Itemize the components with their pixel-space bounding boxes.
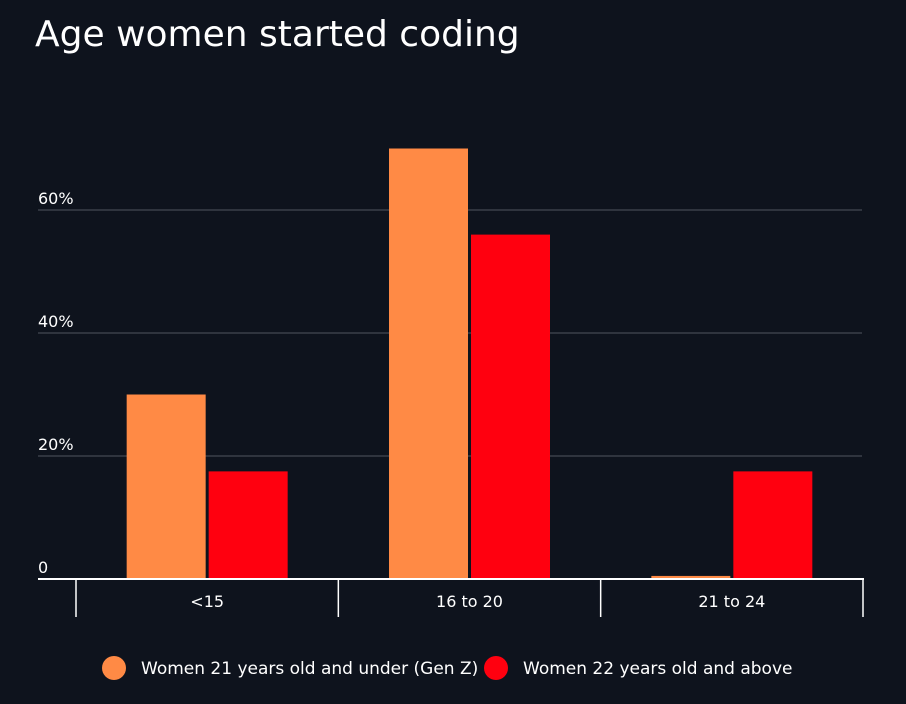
bar <box>208 471 288 579</box>
y-tick-label: 0 <box>38 558 48 577</box>
y-tick-label: 20% <box>38 435 74 454</box>
legend: Women 21 years old and under (Gen Z) Wome… <box>102 656 792 680</box>
x-tick-label: 16 to 20 <box>436 592 503 611</box>
x-axis: <15 16 to 20 21 to 24 <box>38 578 864 617</box>
x-tick-label: 21 to 24 <box>698 592 765 611</box>
legend-swatch <box>102 656 126 680</box>
y-axis-ticks: 0 20% 40% 60% <box>38 189 74 577</box>
chart-title: Age women started coding <box>35 14 520 55</box>
x-tick-label: <15 <box>190 592 224 611</box>
bar <box>126 394 206 579</box>
bars <box>126 148 813 579</box>
bar <box>651 575 731 579</box>
bar <box>471 234 550 579</box>
legend-swatch <box>484 656 508 680</box>
bar <box>733 471 813 579</box>
legend-label: Women 21 years old and under (Gen Z) <box>141 659 478 679</box>
bar <box>389 148 468 579</box>
legend-label: Women 22 years old and above <box>523 659 792 679</box>
y-tick-label: 40% <box>38 312 74 331</box>
y-tick-label: 60% <box>38 189 74 208</box>
